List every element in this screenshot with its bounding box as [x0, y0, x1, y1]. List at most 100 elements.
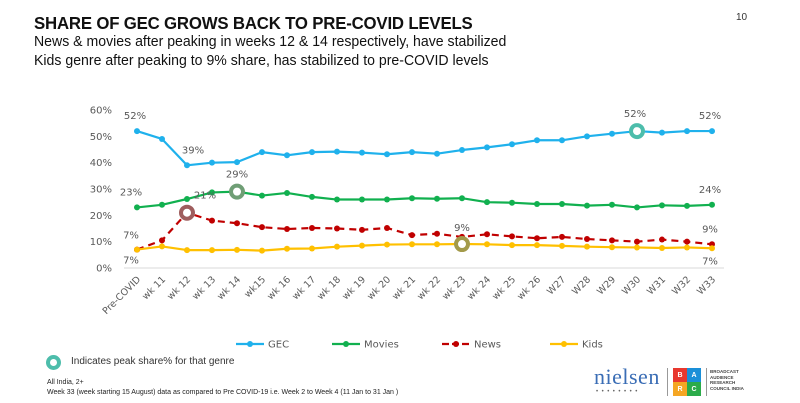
- peak-marker-gec: [629, 123, 645, 140]
- data-point-gec: [409, 149, 415, 156]
- x-tick-label: wk 21: [390, 274, 418, 302]
- x-tick-label: wk 12: [165, 274, 193, 302]
- legend-marker-movies: [343, 341, 349, 347]
- data-label-news: 9%: [702, 224, 718, 235]
- x-tick-label: wk 22: [415, 274, 443, 302]
- y-tick-label: 30%: [90, 185, 112, 196]
- data-point-kids: [484, 241, 490, 248]
- legend-label-movies: Movies: [364, 340, 399, 351]
- data-point-gec: [334, 148, 340, 155]
- series-line-movies: [136, 190, 713, 209]
- data-point-kids: [509, 242, 515, 249]
- data-point-kids: [584, 243, 590, 250]
- data-point-gec: [559, 137, 565, 144]
- data-point-movies: [184, 196, 190, 203]
- data-point-kids: [184, 247, 190, 254]
- peak-marker-kids: [454, 236, 470, 253]
- legend-label-kids: Kids: [582, 340, 603, 351]
- x-tick-label: W32: [670, 274, 693, 297]
- data-point-gec: [459, 147, 465, 154]
- y-tick-label: 60%: [90, 106, 112, 117]
- x-tick-label: W29: [595, 274, 618, 297]
- data-point-kids: [409, 241, 415, 248]
- data-point-gec: [484, 144, 490, 151]
- barc-letter-b: B: [673, 368, 687, 382]
- nielsen-logo-dots: ••••••••: [596, 389, 641, 395]
- x-tick-label: wk15: [242, 274, 268, 300]
- x-tick-label: wk 17: [290, 274, 318, 302]
- data-point-gec: [309, 149, 315, 156]
- data-point-movies: [359, 196, 365, 203]
- data-point-movies: [159, 201, 165, 208]
- x-tick-label: wk 19: [340, 274, 368, 302]
- x-tick-label: W28: [570, 274, 593, 297]
- data-point-news: [434, 230, 440, 237]
- legend-marker-news: [453, 341, 459, 347]
- data-point-gec: [184, 162, 190, 169]
- data-point-gec: [284, 152, 290, 159]
- footnote-period: Week 33 (week starting 15 August) data a…: [47, 389, 399, 396]
- data-point-kids: [559, 242, 565, 249]
- data-point-movies: [459, 195, 465, 202]
- data-point-news: [359, 226, 365, 233]
- x-tick-label: Pre-COVID: [101, 274, 143, 316]
- data-point-kids: [434, 241, 440, 248]
- data-point-gec: [359, 149, 365, 156]
- data-point-news: [159, 237, 165, 244]
- data-point-kids: [634, 244, 640, 251]
- page-number: 10: [736, 12, 748, 23]
- data-point-movies: [434, 195, 440, 202]
- data-point-movies: [634, 204, 640, 211]
- data-label-gec: 52%: [699, 111, 721, 122]
- peak-marker-news: [179, 204, 195, 221]
- data-point-kids: [359, 242, 365, 249]
- x-tick-label: wk 20: [365, 274, 393, 302]
- subtitle-line-1: News & movies after peaking in weeks 12 …: [34, 33, 507, 50]
- y-tick-label: 20%: [90, 211, 112, 222]
- data-point-news: [234, 220, 240, 227]
- data-point-movies: [209, 189, 215, 196]
- data-point-news: [409, 232, 415, 239]
- data-point-gec: [234, 159, 240, 166]
- data-point-kids: [234, 246, 240, 253]
- data-point-kids: [659, 244, 665, 251]
- data-point-news: [384, 224, 390, 231]
- data-point-gec: [609, 130, 615, 137]
- data-label-kids: 9%: [454, 223, 470, 234]
- data-label-gec: 52%: [124, 111, 146, 122]
- data-point-news: [559, 233, 565, 240]
- y-tick-label: 50%: [90, 132, 112, 143]
- data-point-kids: [709, 245, 715, 252]
- data-point-movies: [559, 201, 565, 208]
- x-tick-label: wk 13: [190, 274, 218, 302]
- data-label-movies: 23%: [120, 187, 142, 198]
- footnote-audience: All India, 2+: [47, 379, 84, 386]
- legend-marker-kids: [561, 341, 567, 347]
- peak-ring-icon: [46, 355, 61, 370]
- data-point-gec: [584, 133, 590, 140]
- data-point-gec: [709, 128, 715, 135]
- data-point-movies: [284, 189, 290, 196]
- data-point-kids: [284, 245, 290, 252]
- data-label-kids: 7%: [702, 256, 718, 267]
- x-tick-label: wk 16: [265, 274, 293, 302]
- data-point-movies: [659, 202, 665, 209]
- x-tick-label: W33: [695, 274, 718, 297]
- series-line-gec: [136, 129, 712, 167]
- data-point-gec: [209, 159, 215, 166]
- barc-letter-a: A: [687, 368, 701, 382]
- data-point-kids: [134, 246, 140, 253]
- subtitle-line-2: Kids genre after peaking to 9% share, ha…: [34, 52, 489, 69]
- x-tick-label: wk 11: [140, 274, 168, 302]
- data-point-movies: [334, 196, 340, 203]
- x-tick-label: wk 23: [440, 274, 468, 302]
- data-point-news: [634, 238, 640, 245]
- data-label-movies: 29%: [226, 170, 248, 181]
- data-point-movies: [509, 199, 515, 206]
- peak-note: Indicates peak share% for that genre: [71, 356, 235, 367]
- barc-letter-c: C: [687, 382, 701, 396]
- data-label-gec: 39%: [182, 145, 204, 156]
- barc-logo: B A R C: [673, 368, 701, 396]
- data-point-movies: [684, 202, 690, 209]
